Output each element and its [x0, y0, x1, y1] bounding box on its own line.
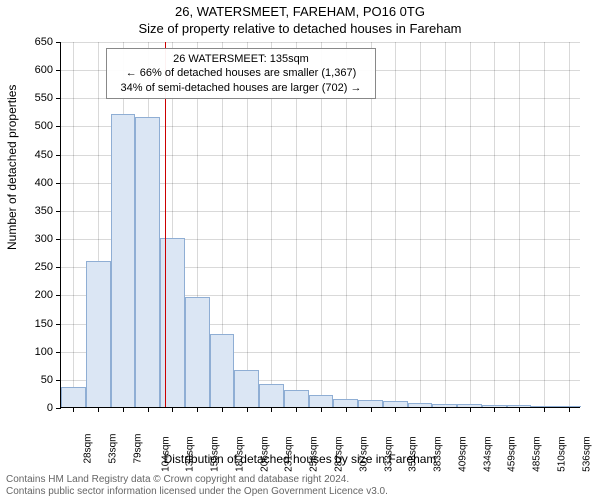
ytick-label: 650 [35, 36, 53, 48]
histogram-bar [309, 395, 334, 407]
xtick [544, 407, 545, 412]
grid-v [420, 42, 421, 407]
ytick-label: 450 [35, 149, 53, 161]
xtick [420, 407, 421, 412]
footer-line-1: Contains HM Land Registry data © Crown c… [6, 474, 388, 486]
xtick [470, 407, 471, 412]
histogram-bar [531, 406, 556, 407]
ytick-label: 500 [35, 120, 53, 132]
ytick-label: 300 [35, 233, 53, 245]
ytick [56, 155, 61, 156]
annotation-line-2: ← 66% of detached houses are smaller (1,… [113, 66, 369, 80]
xtick [222, 407, 223, 412]
xtick [148, 407, 149, 412]
ytick [56, 267, 61, 268]
y-axis-label: Number of detached properties [5, 85, 19, 250]
xtick [346, 407, 347, 412]
xtick [371, 407, 372, 412]
footer: Contains HM Land Registry data © Crown c… [6, 474, 388, 498]
ytick [56, 70, 61, 71]
xtick [321, 407, 322, 412]
xtick [172, 407, 173, 412]
ytick [56, 380, 61, 381]
histogram-bar [185, 297, 210, 407]
ytick-label: 600 [35, 64, 53, 76]
annotation-line-1: 26 WATERSMEET: 135sqm [113, 52, 369, 66]
xtick [197, 407, 198, 412]
xtick [445, 407, 446, 412]
histogram-plot: 0501001502002503003504004505005506006502… [60, 42, 580, 408]
ytick [56, 126, 61, 127]
xtick [73, 407, 74, 412]
ytick-label: 200 [35, 289, 53, 301]
xtick [519, 407, 520, 412]
grid-v [494, 42, 495, 407]
xtick [247, 407, 248, 412]
histogram-bar [457, 404, 482, 407]
annotation-box: 26 WATERSMEET: 135sqm ← 66% of detached … [106, 48, 376, 99]
histogram-bar [408, 403, 433, 408]
histogram-bar [210, 334, 235, 407]
xtick [494, 407, 495, 412]
ytick [56, 42, 61, 43]
chart-subtitle: Size of property relative to detached ho… [0, 19, 600, 36]
ytick-label: 350 [35, 205, 53, 217]
histogram-bar [333, 399, 358, 407]
histogram-bar [284, 390, 309, 407]
ytick-label: 150 [35, 318, 53, 330]
x-axis-label: Distribution of detached houses by size … [0, 452, 600, 466]
xtick [569, 407, 570, 412]
xtick [98, 407, 99, 412]
ytick-label: 250 [35, 261, 53, 273]
histogram-bar [160, 238, 185, 407]
xtick [123, 407, 124, 412]
ytick-label: 50 [41, 374, 53, 386]
grid-v [395, 42, 396, 407]
histogram-bar [358, 400, 383, 407]
histogram-bar [482, 405, 507, 407]
ytick [56, 211, 61, 212]
grid-v [569, 42, 570, 407]
ytick [56, 352, 61, 353]
ytick [56, 295, 61, 296]
histogram-bar [86, 261, 111, 407]
ytick [56, 183, 61, 184]
ytick [56, 98, 61, 99]
histogram-bar [259, 384, 284, 407]
histogram-bar [507, 405, 532, 407]
ytick-label: 100 [35, 346, 53, 358]
xtick [296, 407, 297, 412]
ytick-label: 550 [35, 92, 53, 104]
grid-v [445, 42, 446, 407]
footer-line-2: Contains public sector information licen… [6, 486, 388, 498]
histogram-bar [556, 406, 581, 407]
ytick [56, 324, 61, 325]
ytick [56, 408, 61, 409]
xtick [395, 407, 396, 412]
histogram-bar [432, 404, 457, 407]
grid-v [470, 42, 471, 407]
histogram-bar [135, 117, 160, 407]
grid-v [544, 42, 545, 407]
page-title: 26, WATERSMEET, FAREHAM, PO16 0TG [0, 0, 600, 19]
histogram-bar [61, 387, 86, 407]
ytick-label: 400 [35, 177, 53, 189]
histogram-bar [234, 370, 259, 407]
histogram-bar [111, 114, 136, 407]
ytick [56, 239, 61, 240]
xtick [271, 407, 272, 412]
histogram-bar [383, 401, 408, 407]
grid-v [73, 42, 74, 407]
annotation-line-3: 34% of semi-detached houses are larger (… [113, 81, 369, 95]
grid-v [519, 42, 520, 407]
ytick-label: 0 [47, 402, 53, 414]
